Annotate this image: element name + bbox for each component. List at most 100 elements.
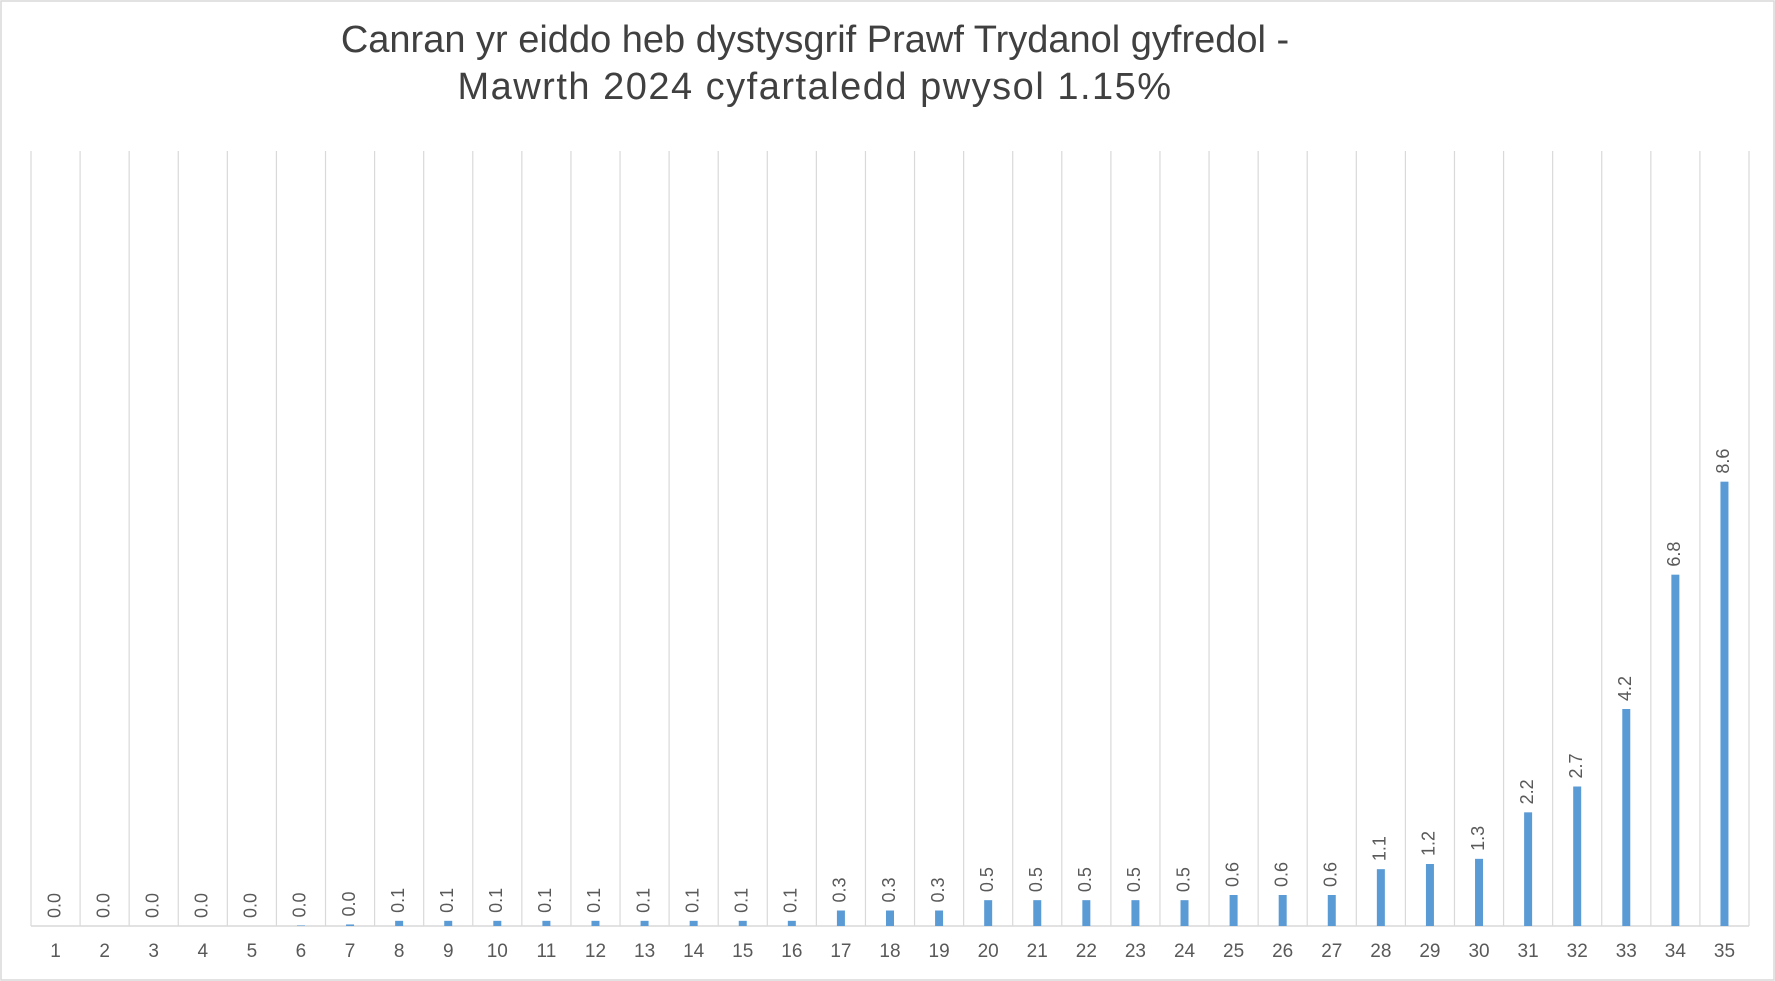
x-tick-label: 2 bbox=[99, 941, 110, 962]
data-label: 2.2 bbox=[1517, 779, 1537, 804]
x-tick-label: 7 bbox=[345, 941, 356, 962]
bar bbox=[1131, 900, 1140, 926]
x-tick-label: 22 bbox=[1076, 941, 1097, 962]
x-tick-label: 31 bbox=[1518, 941, 1539, 962]
bar bbox=[935, 910, 944, 926]
x-tick-label: 8 bbox=[394, 941, 405, 962]
x-tick-label: 4 bbox=[198, 941, 209, 962]
x-tick-label: 10 bbox=[487, 941, 508, 962]
chart-title: Canran yr eiddo heb dystysgrif Prawf Try… bbox=[341, 19, 1289, 61]
x-tick-label: 6 bbox=[296, 941, 307, 962]
x-tick-label: 11 bbox=[537, 941, 557, 962]
bar bbox=[689, 920, 698, 926]
x-tick-label: 28 bbox=[1370, 941, 1391, 962]
bar bbox=[1524, 812, 1533, 926]
x-tick-label: 17 bbox=[830, 941, 851, 962]
data-label: 0.6 bbox=[1271, 862, 1291, 887]
x-tick-label: 23 bbox=[1125, 941, 1146, 962]
data-label: 8.6 bbox=[1713, 449, 1733, 474]
bar bbox=[296, 925, 305, 926]
data-label: 0.0 bbox=[241, 893, 261, 918]
x-tick-label: 26 bbox=[1272, 941, 1293, 962]
bar bbox=[1229, 895, 1238, 926]
x-tick-label: 34 bbox=[1665, 941, 1687, 962]
bar bbox=[1180, 900, 1189, 926]
data-label: 0.1 bbox=[437, 888, 457, 913]
x-tick-label: 24 bbox=[1174, 941, 1196, 962]
data-label: 0.1 bbox=[731, 888, 751, 913]
data-label: 0.6 bbox=[1222, 862, 1242, 887]
data-label: 0.1 bbox=[535, 888, 555, 913]
x-tick-label: 29 bbox=[1419, 941, 1440, 962]
bar bbox=[1033, 900, 1042, 926]
bar bbox=[1671, 574, 1680, 926]
data-label: 4.2 bbox=[1615, 676, 1635, 701]
data-label: 0.5 bbox=[1124, 867, 1144, 892]
x-tick-label: 32 bbox=[1567, 941, 1588, 962]
data-label: 0.5 bbox=[1026, 867, 1046, 892]
data-label: 0.1 bbox=[781, 888, 801, 913]
data-label: 0.0 bbox=[192, 893, 212, 918]
x-tick-label: 35 bbox=[1714, 941, 1735, 962]
data-label: 6.8 bbox=[1664, 542, 1684, 567]
x-tick-label: 19 bbox=[929, 941, 950, 962]
data-label: 0.1 bbox=[682, 888, 702, 913]
data-label: 1.2 bbox=[1419, 831, 1439, 856]
data-label: 0.6 bbox=[1321, 862, 1341, 887]
bar bbox=[1278, 895, 1287, 926]
x-tick-label: 9 bbox=[443, 941, 454, 962]
bar bbox=[1376, 869, 1385, 926]
bar bbox=[738, 920, 747, 926]
bar bbox=[1425, 864, 1434, 926]
x-tick-label: 25 bbox=[1223, 941, 1244, 962]
bar bbox=[787, 920, 796, 926]
bar bbox=[542, 920, 551, 926]
data-label: 0.1 bbox=[633, 888, 653, 913]
data-label: 0.0 bbox=[93, 893, 113, 918]
bar bbox=[1720, 481, 1729, 926]
bar bbox=[444, 920, 453, 926]
x-tick-label: 12 bbox=[585, 941, 606, 962]
bar bbox=[1622, 709, 1631, 926]
bar bbox=[591, 920, 600, 926]
bar bbox=[1082, 900, 1091, 926]
x-tick-label: 33 bbox=[1616, 941, 1637, 962]
chart-title: Mawrth 2024 cyfartaledd pwysol 1.15% bbox=[457, 66, 1172, 108]
bar bbox=[395, 920, 404, 926]
bar bbox=[493, 920, 502, 926]
x-tick-label: 15 bbox=[732, 941, 753, 962]
data-label: 0.3 bbox=[879, 877, 899, 902]
x-tick-label: 5 bbox=[247, 941, 258, 962]
x-tick-label: 13 bbox=[634, 941, 655, 962]
bar bbox=[886, 910, 894, 926]
data-label: 0.5 bbox=[977, 867, 997, 892]
x-tick-label: 16 bbox=[781, 941, 802, 962]
x-tick-label: 27 bbox=[1321, 941, 1342, 962]
data-label: 0.0 bbox=[142, 893, 162, 918]
x-tick-label: 14 bbox=[683, 941, 705, 962]
bar bbox=[1475, 858, 1484, 926]
bar bbox=[640, 920, 649, 926]
x-tick-label: 3 bbox=[148, 941, 159, 962]
x-tick-label: 30 bbox=[1468, 941, 1489, 962]
data-label: 0.0 bbox=[290, 892, 310, 917]
data-label: 0.5 bbox=[1075, 867, 1095, 892]
data-label: 0.1 bbox=[486, 888, 506, 913]
data-label: 0.3 bbox=[830, 877, 850, 902]
data-label: 0.1 bbox=[584, 888, 604, 913]
x-tick-label: 18 bbox=[879, 941, 900, 962]
x-tick-label: 1 bbox=[50, 941, 61, 962]
bar bbox=[1327, 895, 1336, 926]
bar bbox=[984, 900, 993, 926]
x-tick-label: 21 bbox=[1027, 941, 1048, 962]
bar bbox=[346, 924, 355, 926]
data-label: 0.0 bbox=[44, 893, 64, 918]
data-label: 1.3 bbox=[1468, 826, 1488, 851]
bar bbox=[836, 910, 845, 926]
bar bbox=[1573, 786, 1582, 926]
x-tick-label: 20 bbox=[978, 941, 999, 962]
data-label: 0.1 bbox=[388, 888, 408, 913]
data-label: 0.5 bbox=[1173, 867, 1193, 892]
